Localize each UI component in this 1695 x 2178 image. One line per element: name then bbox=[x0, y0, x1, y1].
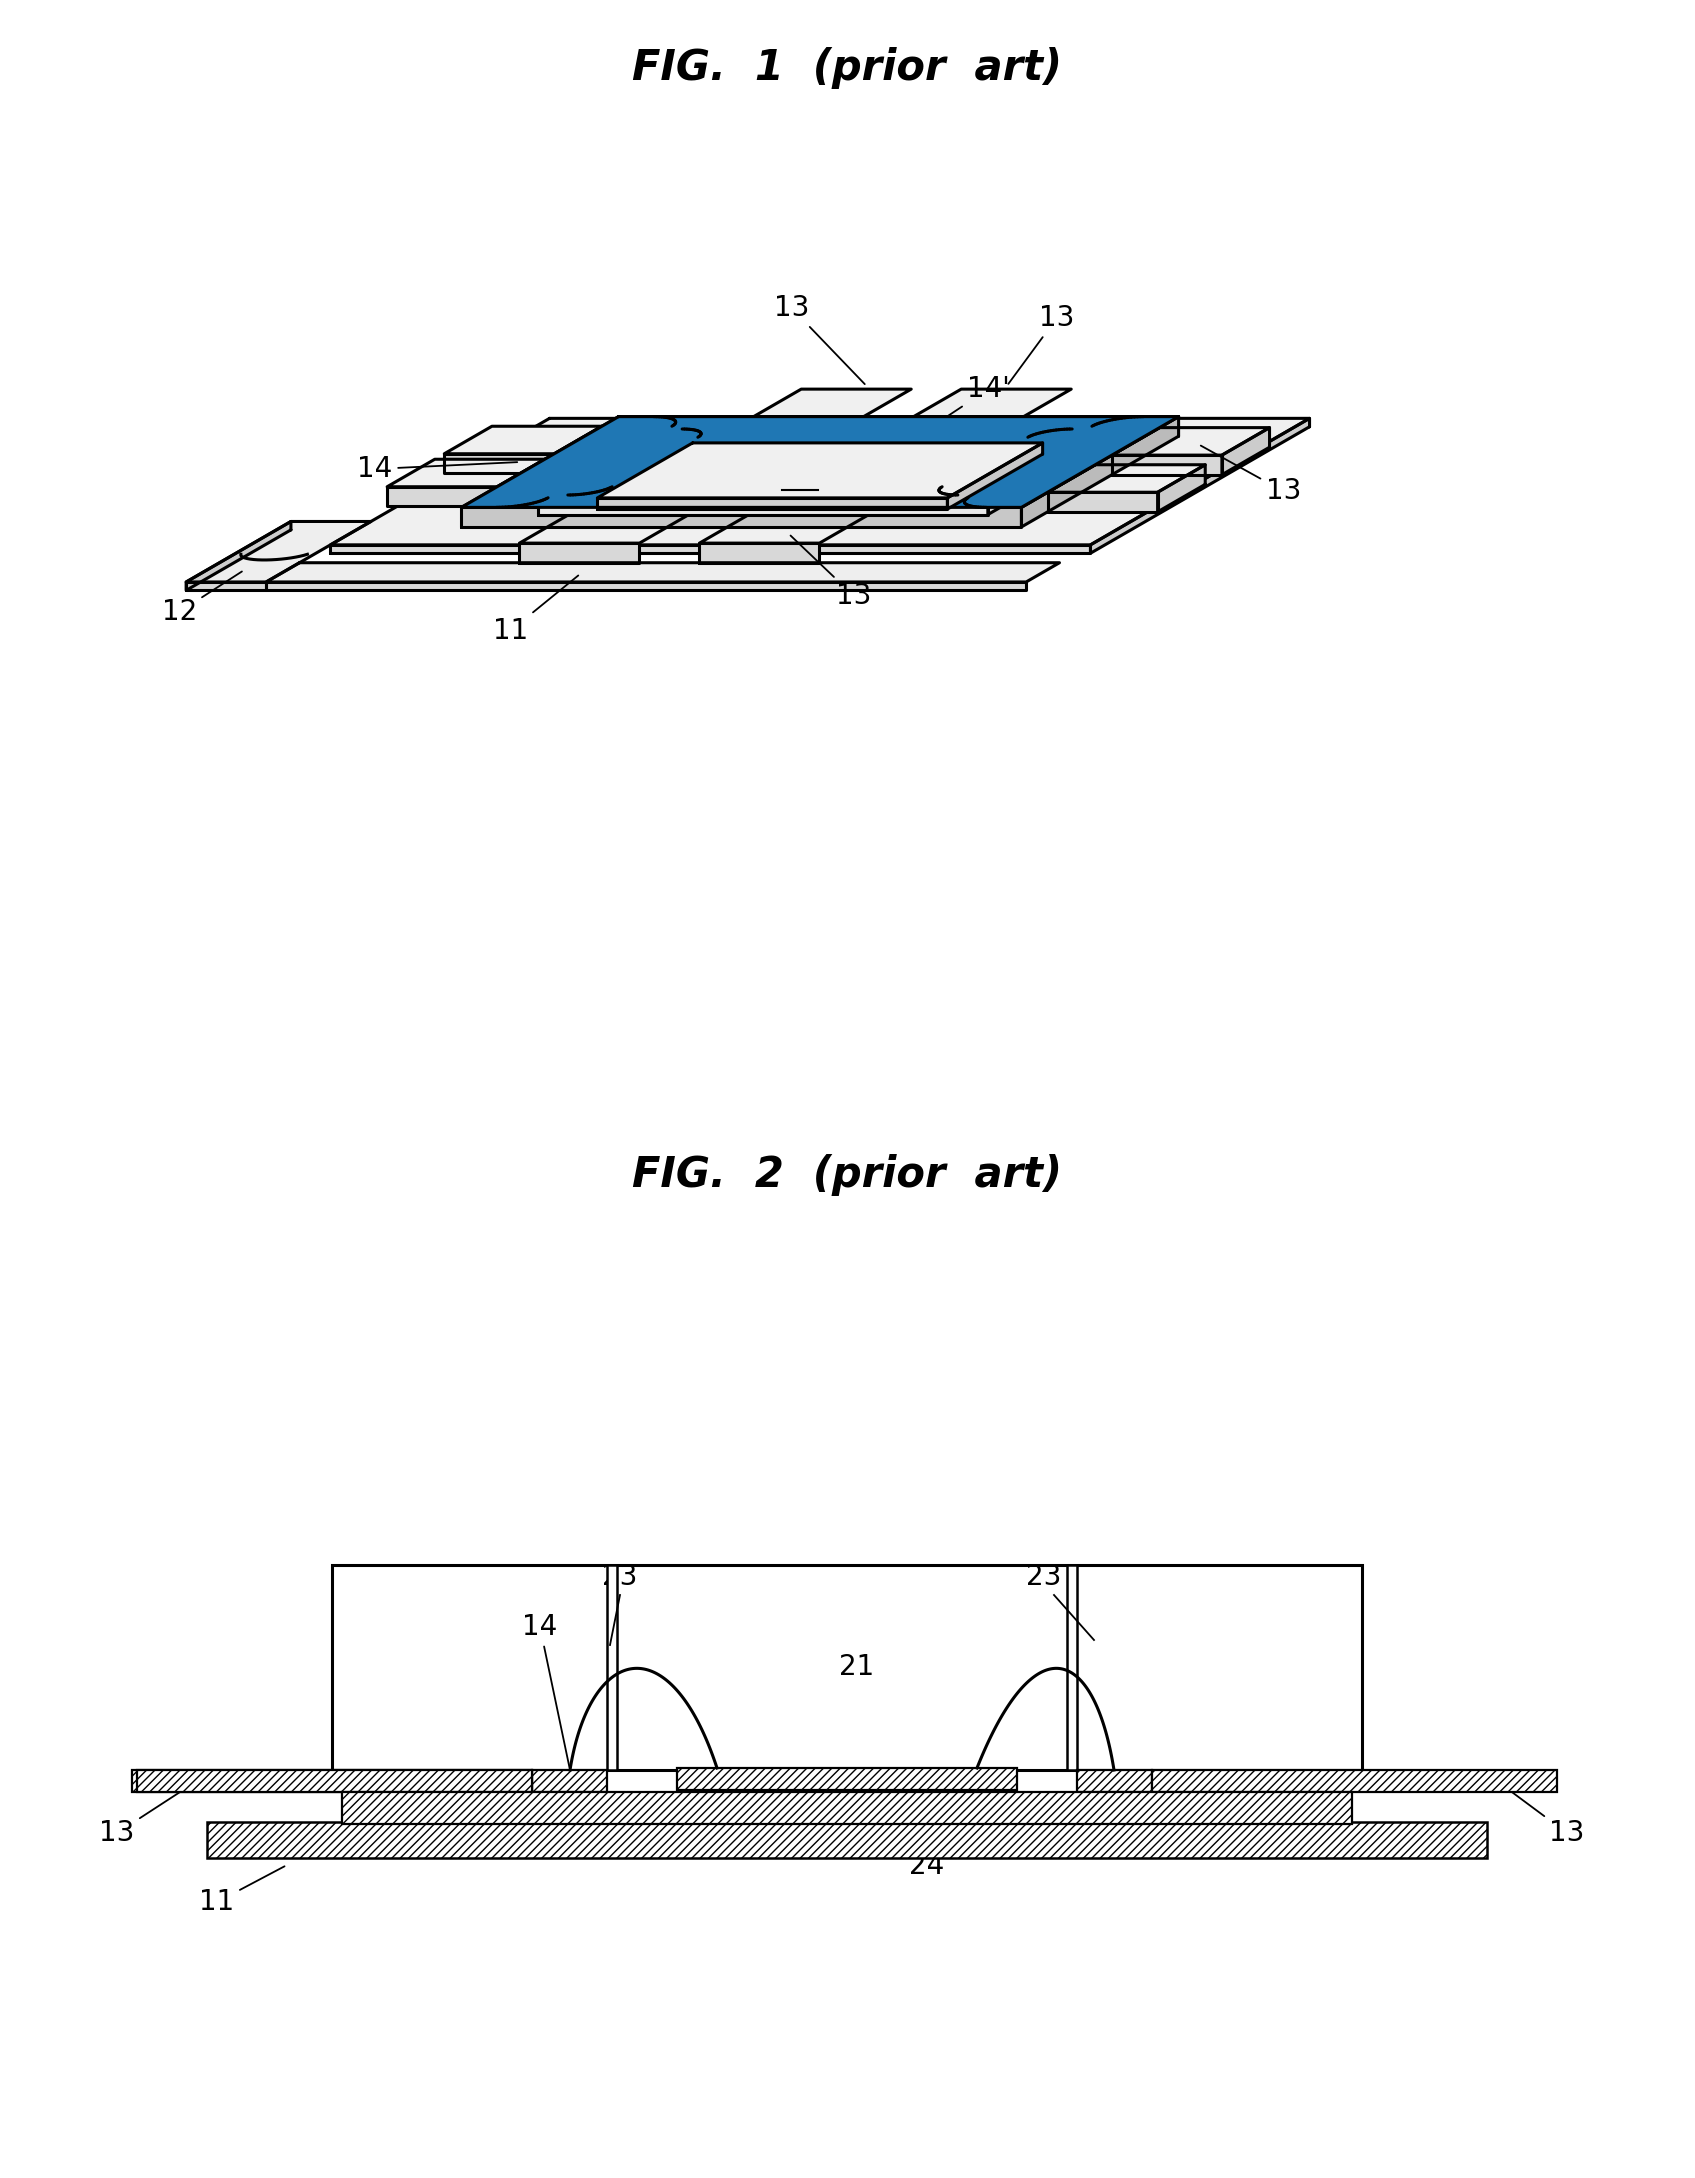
Polygon shape bbox=[386, 486, 497, 505]
Text: 11': 11' bbox=[780, 464, 822, 492]
Polygon shape bbox=[461, 416, 653, 507]
Text: FIG.  2  (prior  art): FIG. 2 (prior art) bbox=[632, 1154, 1063, 1196]
Text: FIG.  1  (prior  art): FIG. 1 (prior art) bbox=[632, 48, 1063, 89]
Text: 14: 14 bbox=[522, 1614, 570, 1766]
Polygon shape bbox=[386, 460, 544, 486]
Polygon shape bbox=[461, 416, 1178, 507]
Bar bbox=[676, 1769, 1017, 1790]
Text: 14': 14' bbox=[910, 375, 1010, 440]
Bar bbox=[332, 1566, 1363, 1771]
Polygon shape bbox=[444, 427, 602, 453]
Polygon shape bbox=[519, 542, 639, 562]
Polygon shape bbox=[597, 499, 948, 510]
Polygon shape bbox=[754, 390, 912, 416]
Text: 13: 13 bbox=[100, 1782, 195, 1847]
Polygon shape bbox=[914, 390, 1071, 416]
Polygon shape bbox=[1112, 427, 1270, 455]
Text: 21: 21 bbox=[839, 1653, 875, 1681]
Polygon shape bbox=[461, 494, 1022, 507]
Text: 12: 12 bbox=[161, 571, 242, 625]
Text: 23: 23 bbox=[1025, 1564, 1061, 1590]
Text: 11: 11 bbox=[493, 575, 578, 645]
Polygon shape bbox=[988, 416, 1178, 507]
Text: 11: 11 bbox=[200, 1867, 285, 1917]
Polygon shape bbox=[700, 507, 881, 542]
Text: 13: 13 bbox=[1200, 446, 1302, 505]
Bar bbox=[607, 1566, 617, 1771]
Polygon shape bbox=[1048, 492, 1158, 512]
Text: 13: 13 bbox=[1500, 1782, 1585, 1847]
Polygon shape bbox=[186, 582, 266, 590]
Text: 13: 13 bbox=[775, 294, 864, 383]
Polygon shape bbox=[1048, 464, 1205, 492]
Polygon shape bbox=[1112, 455, 1222, 475]
Bar bbox=[1076, 1771, 1153, 1792]
Polygon shape bbox=[331, 418, 1310, 544]
Bar bbox=[1153, 1771, 1558, 1792]
Polygon shape bbox=[948, 442, 1042, 510]
Polygon shape bbox=[1090, 418, 1310, 553]
Polygon shape bbox=[1222, 427, 1270, 475]
Polygon shape bbox=[988, 429, 1102, 514]
Polygon shape bbox=[519, 507, 702, 542]
Polygon shape bbox=[537, 429, 1102, 494]
Polygon shape bbox=[1022, 416, 1178, 527]
Polygon shape bbox=[700, 542, 819, 562]
Polygon shape bbox=[461, 507, 1022, 527]
Bar bbox=[132, 1771, 532, 1792]
Bar bbox=[207, 1823, 1487, 1858]
Polygon shape bbox=[331, 544, 1090, 553]
Bar bbox=[1066, 1566, 1076, 1771]
Polygon shape bbox=[619, 416, 1178, 429]
Text: 24: 24 bbox=[909, 1810, 944, 1880]
Polygon shape bbox=[537, 494, 988, 514]
Bar bbox=[532, 1771, 607, 1792]
Polygon shape bbox=[444, 453, 554, 473]
Bar bbox=[137, 1771, 532, 1792]
Polygon shape bbox=[1158, 464, 1205, 512]
Bar bbox=[342, 1792, 1353, 1823]
Polygon shape bbox=[266, 562, 1059, 582]
Polygon shape bbox=[186, 521, 292, 590]
Polygon shape bbox=[597, 442, 1042, 499]
Text: 14: 14 bbox=[358, 455, 517, 484]
Text: 23: 23 bbox=[602, 1564, 637, 1590]
Polygon shape bbox=[266, 582, 1025, 590]
Text: 13: 13 bbox=[1009, 305, 1075, 383]
Polygon shape bbox=[186, 521, 371, 582]
Text: 13: 13 bbox=[790, 536, 871, 610]
